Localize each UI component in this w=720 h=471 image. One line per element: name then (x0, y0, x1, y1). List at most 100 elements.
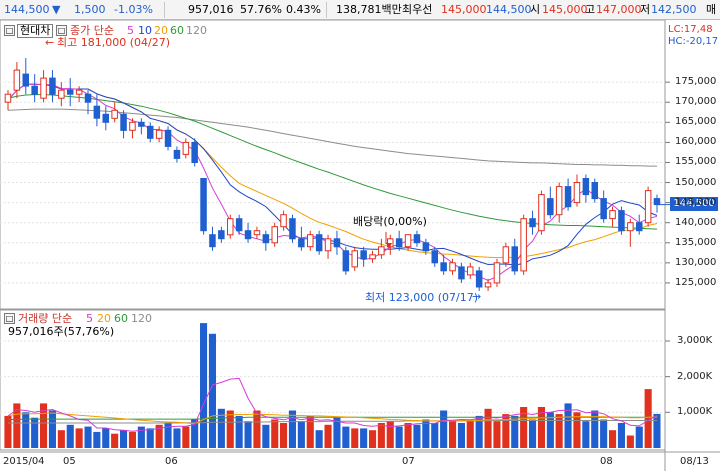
volume-bar (626, 435, 634, 448)
price-tick-label: 150,000 (675, 176, 717, 188)
open-label: 시 (530, 3, 541, 16)
volume-bar (226, 410, 234, 448)
vol-ma60-period: 60 (114, 312, 128, 325)
candle-up (4, 93, 12, 103)
volume-bar (502, 414, 510, 448)
lc-label: LC:17,48 (668, 24, 713, 35)
candle-down (262, 234, 270, 244)
best-ask-price: 145,000 (441, 3, 487, 16)
candle-up (13, 69, 21, 91)
stock-name[interactable]: 현대차 (17, 24, 54, 38)
candle-up (493, 262, 501, 284)
candle-up (609, 210, 616, 220)
high-label: 고 (585, 3, 596, 16)
volume-panel-frame (0, 309, 666, 451)
volume-bar (66, 424, 74, 448)
candle-down (529, 218, 536, 228)
volume-bar (75, 428, 83, 448)
volume-bar (191, 419, 199, 448)
volume-bar (200, 323, 208, 448)
candle-up (253, 230, 261, 236)
volume-collapse-icon[interactable]: □ (4, 313, 15, 324)
volume-bar (617, 423, 625, 448)
candle-up (369, 254, 376, 260)
volume-bar (369, 430, 377, 448)
low-annotation: 최저 123,000 (07/17) (365, 291, 479, 304)
candle-down (618, 210, 625, 232)
candle-down (147, 125, 154, 139)
price-panel-frame (0, 20, 666, 310)
collapse-icon[interactable]: □ (4, 25, 15, 36)
candle-up (404, 234, 412, 248)
volume-bar (377, 423, 385, 448)
dividend-marker-icon (386, 243, 392, 249)
volume-bar (360, 428, 368, 448)
volume-bar (582, 421, 590, 448)
volume-bar (493, 421, 501, 448)
volume-ratio: 57.76% (240, 3, 282, 16)
volume-bar (644, 389, 652, 448)
candle-down (636, 222, 643, 232)
x-label: 06 (165, 456, 178, 467)
volume-bar (564, 403, 572, 448)
volume-bar (31, 417, 39, 448)
volume-bar (102, 428, 110, 448)
volume-gridlines (0, 340, 670, 413)
x-label: 08 (600, 456, 613, 467)
candle-down (564, 186, 572, 208)
ma10-period: 10 (138, 24, 152, 37)
volume-bar (591, 410, 599, 448)
volume-tick-label: 1,000K (677, 406, 713, 418)
candle-down (67, 89, 74, 95)
candle-up (271, 226, 278, 244)
volume-bar (324, 424, 332, 448)
volume-bar (288, 410, 296, 448)
price-tick-label: 140,000 (675, 216, 717, 228)
volume-bar (155, 424, 163, 448)
dividend-annotation: 배당락(0,00%) (353, 215, 427, 228)
candle-up (467, 266, 474, 276)
best-ask-label: 최우선 (402, 3, 433, 16)
volume-bar (262, 424, 270, 448)
candle-down (164, 129, 172, 147)
candle-down (235, 218, 243, 232)
candle-down (582, 178, 590, 196)
volume-bar (137, 426, 145, 448)
candle-up (378, 246, 385, 256)
volume-bar (653, 413, 661, 448)
panel-menu-icon[interactable]: □ (56, 25, 67, 36)
candle-up (538, 194, 545, 232)
candle-up (520, 218, 527, 272)
open-price: 145,000 (542, 3, 588, 16)
volume-value: 957,016 (188, 3, 234, 16)
volume-bar (111, 433, 119, 448)
volume-bar (404, 423, 412, 448)
candle-down (360, 250, 367, 260)
volume-bar (484, 408, 492, 448)
candle-up (387, 238, 394, 248)
volume-bar (395, 426, 403, 448)
stock-chart[interactable] (0, 20, 720, 471)
volume-bar (520, 407, 528, 448)
volume-bar (635, 426, 643, 448)
candle-up (644, 190, 652, 224)
volume-bar (537, 407, 545, 448)
ma10-line (7, 83, 658, 266)
volume-bar (386, 421, 394, 448)
candle-down (395, 238, 403, 248)
vol-ma5-period: 5 (86, 312, 93, 325)
price-tick-label: 130,000 (675, 256, 717, 268)
volume-bar (40, 403, 48, 448)
volume-moving-averages (7, 377, 658, 432)
volume-ma120-line (8, 420, 657, 424)
high-arrow-icon: ← (45, 36, 55, 49)
candle-up (324, 238, 332, 252)
candle-down (31, 85, 38, 95)
volume-bar (315, 430, 323, 448)
annotation-markers (385, 204, 670, 249)
low-label: 저 (640, 3, 651, 16)
candle-down (200, 178, 207, 232)
candle-down (218, 230, 225, 240)
candle-down (458, 266, 465, 280)
volume-bar (146, 428, 154, 448)
